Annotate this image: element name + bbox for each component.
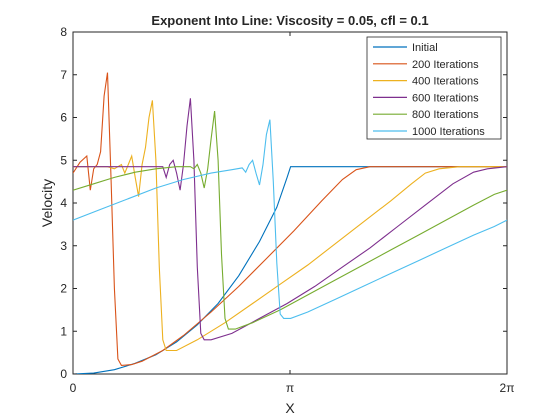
y-axis-label: Velocity xyxy=(39,179,55,227)
legend-label: 400 Iterations xyxy=(412,76,479,88)
y-tick-label: 8 xyxy=(60,25,67,39)
legend-label: 200 Iterations xyxy=(412,59,479,71)
legend-label: 600 Iterations xyxy=(412,92,479,104)
y-tick-label: 1 xyxy=(60,324,67,338)
x-ticks: 0 π 2π xyxy=(70,32,515,395)
y-tick-label: 5 xyxy=(60,153,67,167)
x-axis-label: X xyxy=(285,400,295,416)
legend-box xyxy=(366,36,502,140)
chart-title: Exponent Into Line: Viscosity = 0.05, cf… xyxy=(151,13,428,28)
series-line-5 xyxy=(73,111,507,330)
series-line-3 xyxy=(73,100,507,352)
legend-entries: Initial 200 Iterations 400 Iterations 600 I… xyxy=(373,42,485,138)
y-tick-label: 6 xyxy=(60,111,67,125)
y-tick-label: 4 xyxy=(60,196,67,210)
y-tick-label: 0 xyxy=(60,367,67,381)
series-line-6 xyxy=(73,119,507,319)
legend-label: 800 Iterations xyxy=(412,109,479,121)
x-tick-label: 2π xyxy=(500,381,515,395)
legend: Initial 200 Iterations 400 Iterations 600 I… xyxy=(366,36,502,140)
y-tick-label: 3 xyxy=(60,239,67,253)
legend-label: Initial xyxy=(412,42,438,54)
x-tick-label: π xyxy=(286,381,294,395)
y-tick-label: 2 xyxy=(60,282,67,296)
series-layer xyxy=(73,72,507,374)
series-line-4 xyxy=(73,98,507,341)
x-tick-label: 0 xyxy=(70,381,77,395)
y-ticks: 0 1 2 3 4 5 6 7 8 xyxy=(60,25,507,381)
y-tick-label: 7 xyxy=(60,68,67,82)
legend-label: 1000 Iterations xyxy=(412,126,485,138)
series-line-1 xyxy=(73,166,507,374)
